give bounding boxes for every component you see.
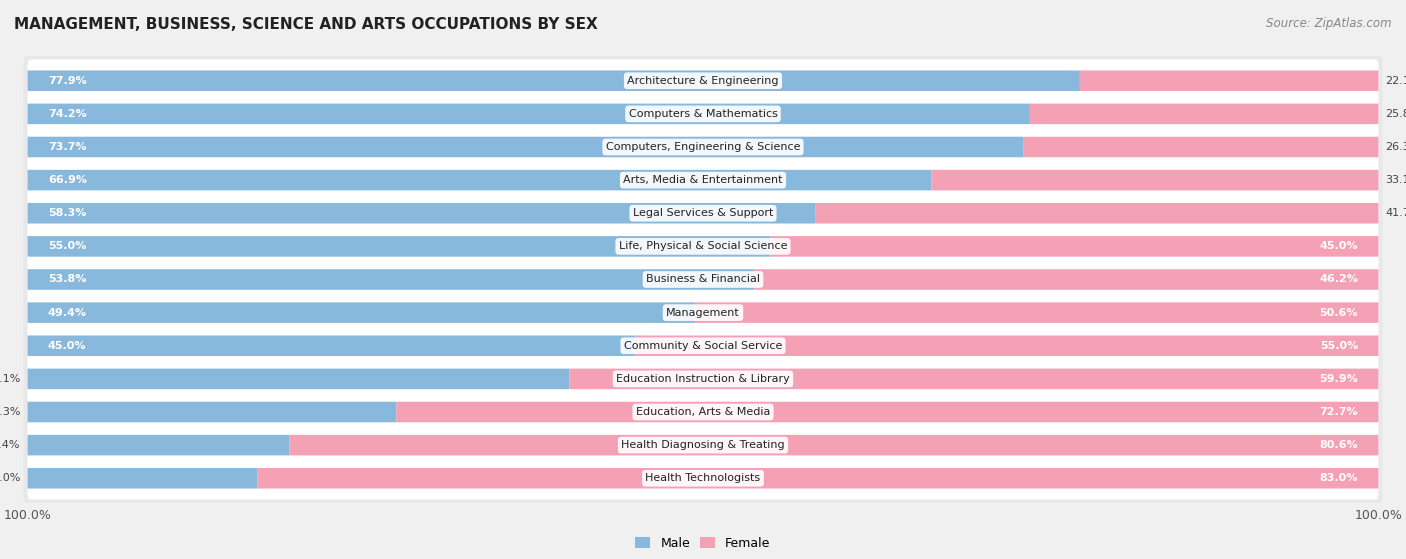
FancyBboxPatch shape <box>24 286 1382 339</box>
FancyBboxPatch shape <box>28 358 1378 400</box>
FancyBboxPatch shape <box>28 325 1378 367</box>
FancyBboxPatch shape <box>24 253 1382 306</box>
FancyBboxPatch shape <box>28 159 1378 201</box>
FancyBboxPatch shape <box>28 203 815 224</box>
FancyBboxPatch shape <box>28 170 931 191</box>
FancyBboxPatch shape <box>28 236 770 257</box>
FancyBboxPatch shape <box>24 88 1382 140</box>
Text: 40.1%: 40.1% <box>0 374 21 384</box>
Text: 19.4%: 19.4% <box>0 440 21 450</box>
FancyBboxPatch shape <box>28 60 1378 102</box>
FancyBboxPatch shape <box>24 187 1382 239</box>
FancyBboxPatch shape <box>24 419 1382 471</box>
FancyBboxPatch shape <box>28 258 1378 301</box>
Text: Legal Services & Support: Legal Services & Support <box>633 209 773 218</box>
FancyBboxPatch shape <box>755 269 1378 290</box>
FancyBboxPatch shape <box>1080 70 1378 91</box>
Text: 73.7%: 73.7% <box>48 142 86 152</box>
Text: MANAGEMENT, BUSINESS, SCIENCE AND ARTS OCCUPATIONS BY SEX: MANAGEMENT, BUSINESS, SCIENCE AND ARTS O… <box>14 17 598 32</box>
FancyBboxPatch shape <box>290 435 1378 456</box>
Text: Life, Physical & Social Science: Life, Physical & Social Science <box>619 241 787 252</box>
Text: 25.8%: 25.8% <box>1385 109 1406 119</box>
FancyBboxPatch shape <box>24 320 1382 372</box>
FancyBboxPatch shape <box>931 170 1378 191</box>
FancyBboxPatch shape <box>1024 137 1378 157</box>
FancyBboxPatch shape <box>28 457 1378 499</box>
Text: Education, Arts & Media: Education, Arts & Media <box>636 407 770 417</box>
FancyBboxPatch shape <box>28 402 396 422</box>
Text: Education Instruction & Library: Education Instruction & Library <box>616 374 790 384</box>
FancyBboxPatch shape <box>28 391 1378 433</box>
FancyBboxPatch shape <box>695 302 1378 323</box>
FancyBboxPatch shape <box>28 93 1378 135</box>
Text: Business & Financial: Business & Financial <box>645 274 761 285</box>
FancyBboxPatch shape <box>636 335 1378 356</box>
Text: 49.4%: 49.4% <box>48 307 87 318</box>
FancyBboxPatch shape <box>28 291 1378 334</box>
Text: Health Diagnosing & Treating: Health Diagnosing & Treating <box>621 440 785 450</box>
FancyBboxPatch shape <box>28 103 1031 124</box>
Text: 22.1%: 22.1% <box>1385 75 1406 86</box>
FancyBboxPatch shape <box>28 269 755 290</box>
FancyBboxPatch shape <box>770 236 1378 257</box>
Text: Community & Social Service: Community & Social Service <box>624 341 782 350</box>
FancyBboxPatch shape <box>24 220 1382 273</box>
Text: 33.1%: 33.1% <box>1385 175 1406 185</box>
Text: Arts, Media & Entertainment: Arts, Media & Entertainment <box>623 175 783 185</box>
Text: Architecture & Engineering: Architecture & Engineering <box>627 75 779 86</box>
FancyBboxPatch shape <box>24 121 1382 173</box>
Text: 26.3%: 26.3% <box>1385 142 1406 152</box>
FancyBboxPatch shape <box>28 137 1024 157</box>
Text: 45.0%: 45.0% <box>1320 241 1358 252</box>
FancyBboxPatch shape <box>569 368 1378 389</box>
Legend: Male, Female: Male, Female <box>630 532 776 555</box>
FancyBboxPatch shape <box>28 225 1378 268</box>
Text: 77.9%: 77.9% <box>48 75 87 86</box>
Text: 17.0%: 17.0% <box>0 473 21 484</box>
FancyBboxPatch shape <box>24 353 1382 405</box>
FancyBboxPatch shape <box>28 335 636 356</box>
FancyBboxPatch shape <box>815 203 1378 224</box>
FancyBboxPatch shape <box>24 386 1382 438</box>
Text: 41.7%: 41.7% <box>1385 209 1406 218</box>
Text: 59.9%: 59.9% <box>1319 374 1358 384</box>
Text: 74.2%: 74.2% <box>48 109 87 119</box>
FancyBboxPatch shape <box>28 435 290 456</box>
FancyBboxPatch shape <box>28 302 695 323</box>
FancyBboxPatch shape <box>28 70 1080 91</box>
Text: 83.0%: 83.0% <box>1320 473 1358 484</box>
Text: 45.0%: 45.0% <box>48 341 86 350</box>
Text: 58.3%: 58.3% <box>48 209 86 218</box>
FancyBboxPatch shape <box>28 424 1378 466</box>
Text: 72.7%: 72.7% <box>1320 407 1358 417</box>
FancyBboxPatch shape <box>28 126 1378 168</box>
Text: 53.8%: 53.8% <box>48 274 86 285</box>
Text: Computers & Mathematics: Computers & Mathematics <box>628 109 778 119</box>
Text: 55.0%: 55.0% <box>48 241 86 252</box>
Text: 27.3%: 27.3% <box>0 407 21 417</box>
Text: 66.9%: 66.9% <box>48 175 87 185</box>
Text: 80.6%: 80.6% <box>1320 440 1358 450</box>
FancyBboxPatch shape <box>28 468 257 489</box>
FancyBboxPatch shape <box>28 368 569 389</box>
FancyBboxPatch shape <box>24 154 1382 206</box>
FancyBboxPatch shape <box>24 55 1382 107</box>
Text: Management: Management <box>666 307 740 318</box>
Text: 46.2%: 46.2% <box>1319 274 1358 285</box>
Text: Computers, Engineering & Science: Computers, Engineering & Science <box>606 142 800 152</box>
Text: 50.6%: 50.6% <box>1320 307 1358 318</box>
FancyBboxPatch shape <box>24 452 1382 504</box>
FancyBboxPatch shape <box>1031 103 1378 124</box>
FancyBboxPatch shape <box>257 468 1378 489</box>
FancyBboxPatch shape <box>396 402 1378 422</box>
FancyBboxPatch shape <box>28 192 1378 234</box>
Text: Source: ZipAtlas.com: Source: ZipAtlas.com <box>1267 17 1392 30</box>
Text: Health Technologists: Health Technologists <box>645 473 761 484</box>
Text: 55.0%: 55.0% <box>1320 341 1358 350</box>
